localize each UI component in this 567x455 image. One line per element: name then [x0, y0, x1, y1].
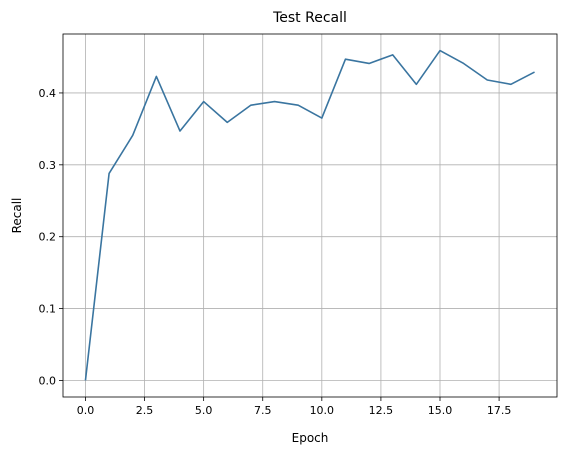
y-axis-label: Recall [10, 198, 24, 234]
x-tick-label: 15.0 [428, 404, 453, 417]
series-line [84, 49, 535, 381]
x-tick-label: 5.0 [195, 404, 213, 417]
x-axis: 0.0 2.5 5.0 7.5 10.0 12.5 15.0 17.5 [77, 397, 512, 417]
y-axis: 0.0 0.1 0.2 0.3 0.4 [39, 87, 63, 387]
x-tick-label: 0.0 [77, 404, 95, 417]
y-tick-label: 0.0 [39, 374, 57, 387]
y-tick-label: 0.3 [39, 159, 57, 172]
plot-frame [62, 33, 558, 398]
y-tick-label: 0.4 [39, 87, 57, 100]
x-tick-label: 2.5 [136, 404, 154, 417]
x-tick-label: 12.5 [369, 404, 394, 417]
series-layer [84, 49, 535, 381]
grid-lines [63, 34, 557, 397]
x-tick-label: 17.5 [487, 404, 512, 417]
x-tick-label: 7.5 [254, 404, 272, 417]
x-tick-label: 10.0 [310, 404, 335, 417]
y-tick-label: 0.2 [39, 231, 57, 244]
y-tick-label: 0.1 [39, 303, 57, 316]
chart-title: Test Recall [272, 10, 347, 26]
x-axis-label: Epoch [292, 431, 329, 445]
